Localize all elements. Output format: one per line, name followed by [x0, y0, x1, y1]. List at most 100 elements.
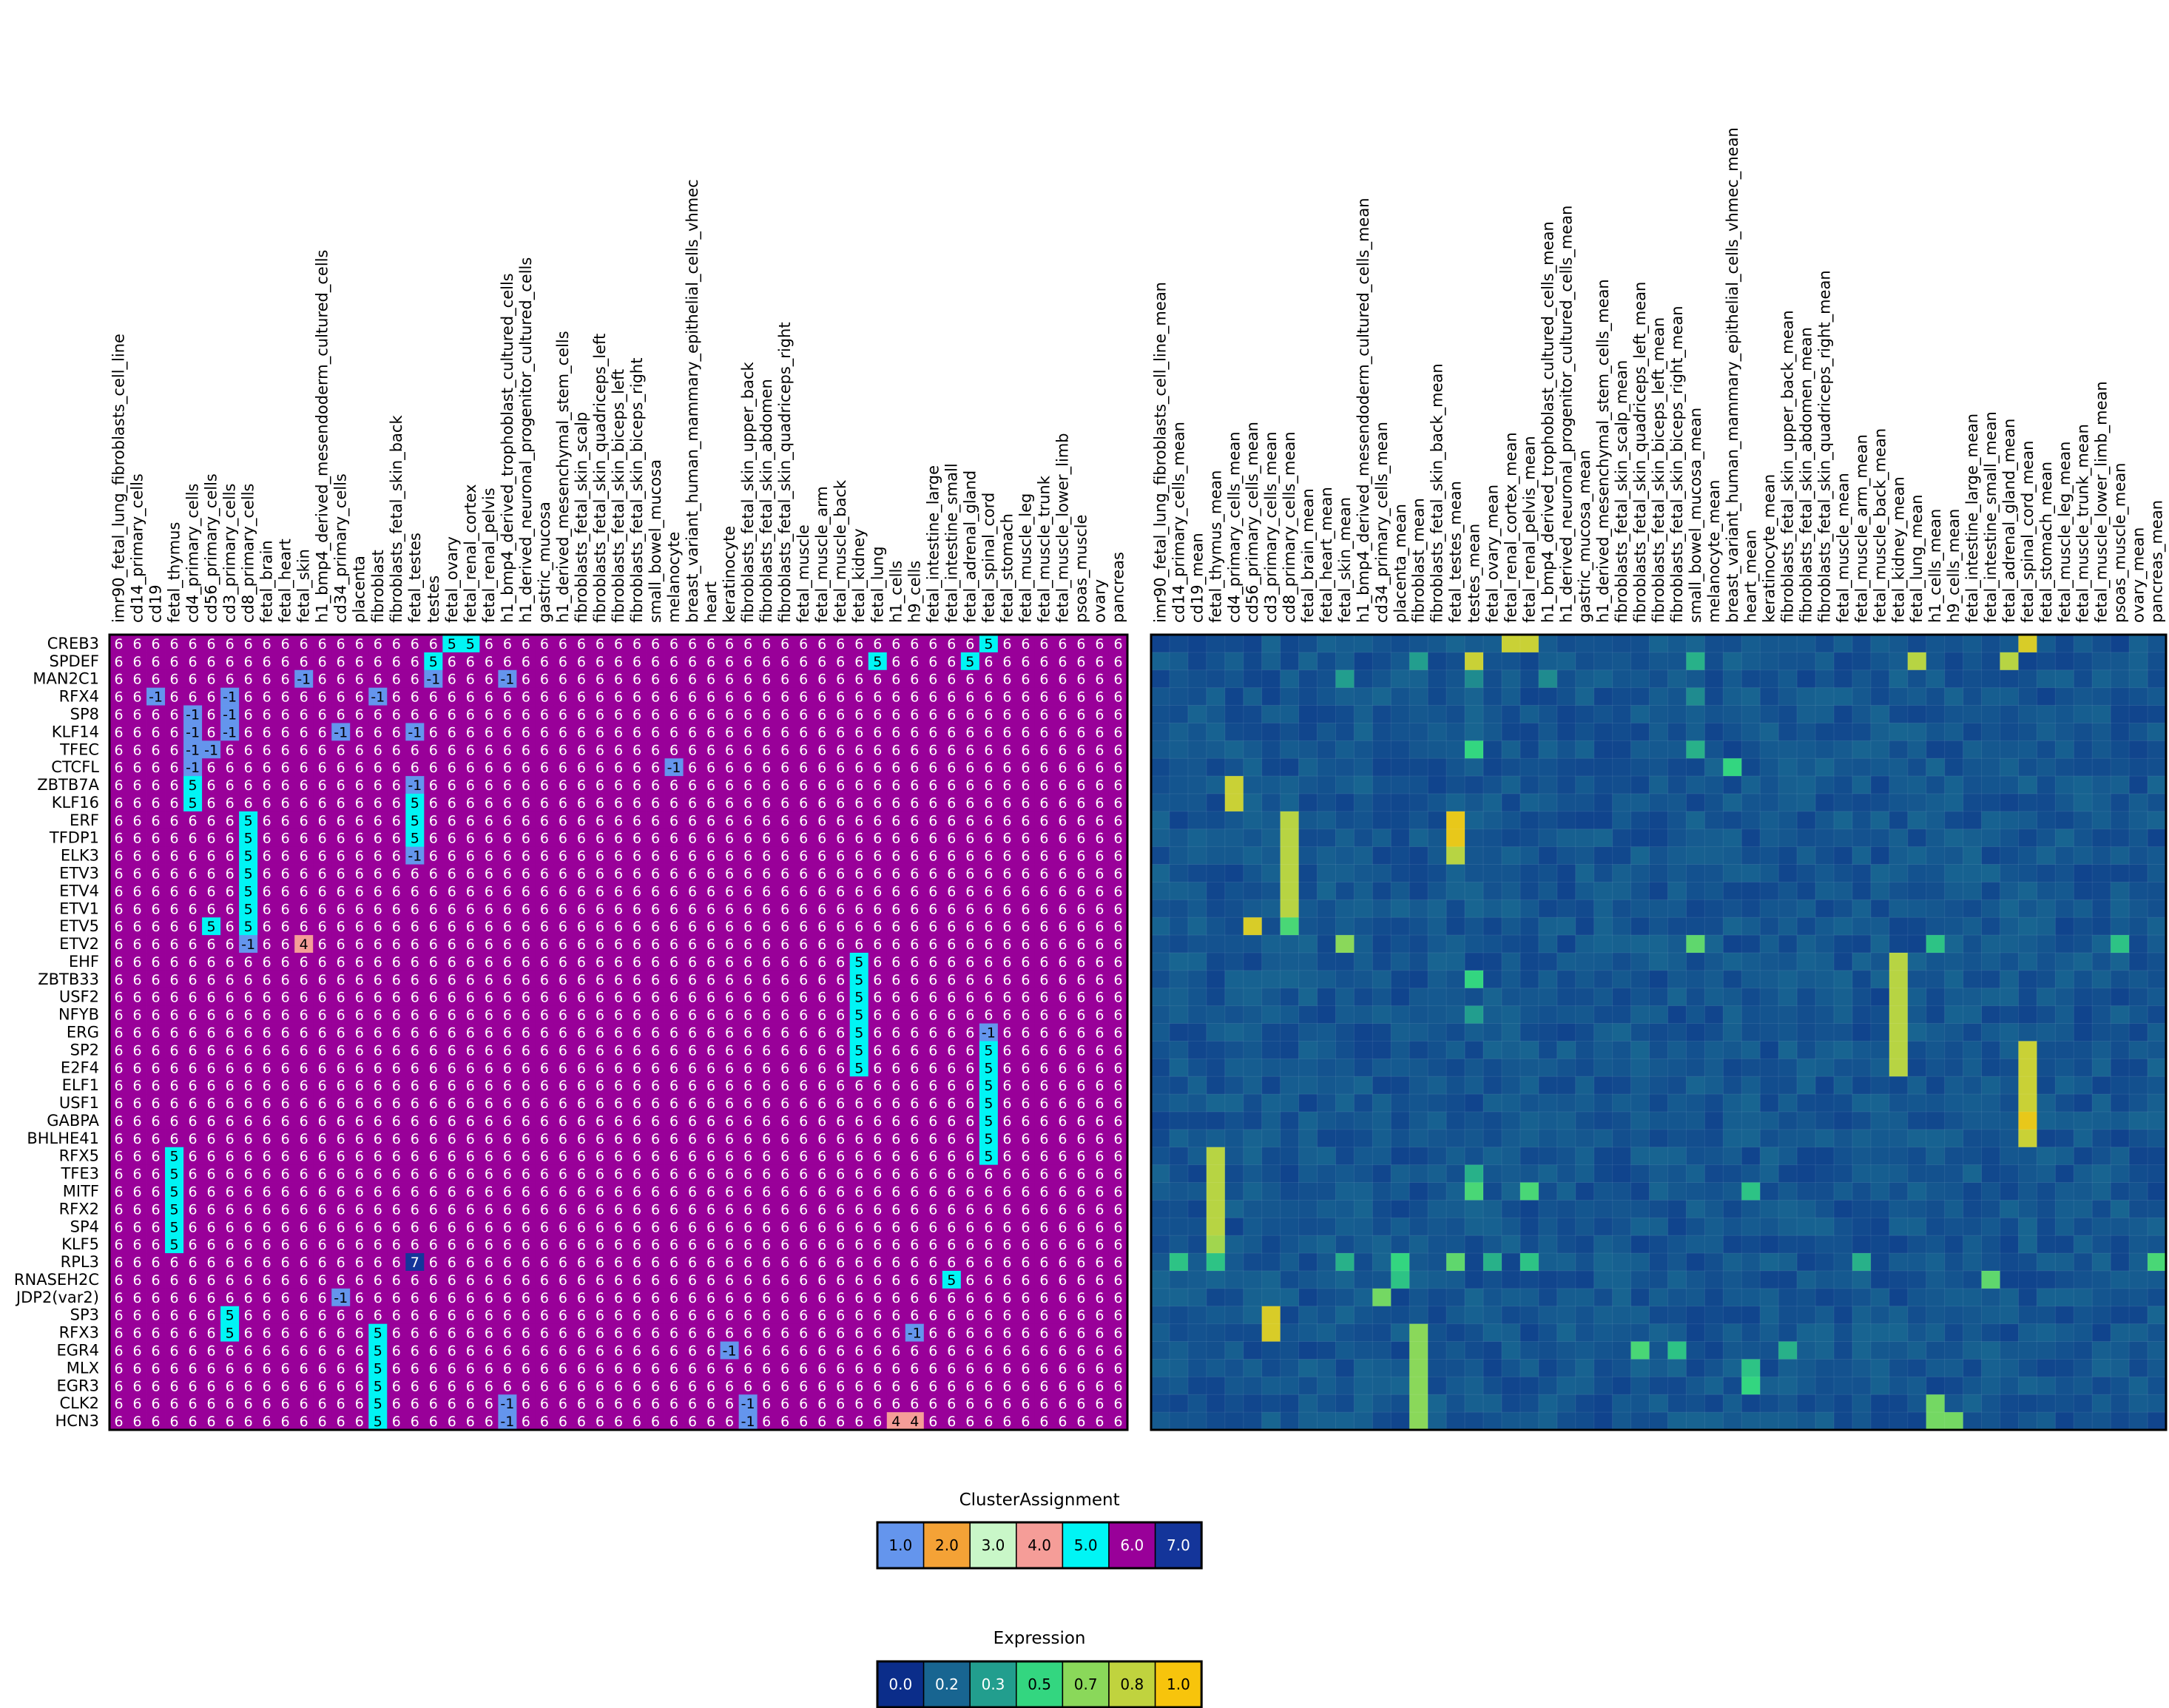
cluster-cell-value: 5 — [189, 795, 198, 811]
cluster-cell-value: 6 — [725, 1025, 734, 1042]
cluster-cell-value: 6 — [836, 1360, 845, 1377]
cluster-cell-value: 6 — [596, 919, 604, 935]
cluster-cell-value: 6 — [965, 672, 974, 688]
cluster-cell-value: 6 — [799, 883, 808, 899]
cluster-cell-value: 6 — [429, 1131, 438, 1147]
cluster-cell-value: 6 — [355, 1396, 364, 1412]
cluster-cell-value: 6 — [170, 795, 179, 811]
cluster-cell-value: 6 — [226, 1219, 235, 1235]
cluster-cell-value: 6 — [318, 1201, 327, 1218]
cluster-cell-value: 6 — [577, 1219, 586, 1235]
cluster-cell-value: 6 — [1002, 1308, 1011, 1324]
cluster-cell-value: 6 — [1058, 813, 1067, 829]
cluster-cell-value: 6 — [392, 1219, 401, 1235]
cluster-cell-value: 6 — [1113, 848, 1122, 865]
cluster-cell-value: 6 — [226, 1060, 235, 1076]
cluster-cell-value: 6 — [1039, 1308, 1048, 1324]
cluster-cell-value: 6 — [965, 1255, 974, 1271]
cluster-cell-value: 6 — [226, 1149, 235, 1165]
cluster-cell-value: 6 — [669, 1308, 678, 1324]
cluster-cell-value: 6 — [1039, 654, 1048, 670]
cluster-cell-value: 6 — [1113, 1237, 1122, 1253]
cluster-cell-value: 6 — [725, 1113, 734, 1130]
cluster-cell-value: 6 — [355, 1201, 364, 1218]
cluster-cell-value: 6 — [337, 1113, 345, 1130]
cluster-cell-value: 6 — [151, 636, 160, 652]
cluster-cell-value: 6 — [540, 1219, 549, 1235]
row-label: ETV4 — [59, 882, 99, 899]
cluster-cell-value: 6 — [910, 1184, 919, 1201]
cluster-cell-value: 6 — [928, 1042, 937, 1059]
cluster-cell-value: 6 — [170, 990, 179, 1006]
cluster-cell-value: 6 — [762, 1167, 771, 1183]
cluster-cell-value: 6 — [132, 848, 141, 865]
cluster-cell-value: 6 — [706, 724, 715, 740]
cluster-cell-value: 6 — [374, 1096, 382, 1112]
cluster-cell-value: 6 — [337, 1184, 345, 1201]
cluster-cell-value: 6 — [374, 1131, 382, 1147]
cluster-cell-value: 6 — [706, 972, 715, 988]
cluster-cell-value: 6 — [132, 1201, 141, 1218]
cluster-cell-value: 6 — [466, 724, 475, 740]
row-label: RFX4 — [59, 688, 99, 706]
cluster-cell-value: 6 — [614, 1396, 623, 1412]
cluster-cell-value: 6 — [799, 654, 808, 670]
cluster-cell-value: 6 — [1058, 1149, 1067, 1165]
cluster-cell-value: 6 — [873, 1007, 882, 1024]
cluster-cell-value: 6 — [429, 901, 438, 917]
cluster-cell-value: 6 — [577, 1378, 586, 1394]
cluster-cell — [516, 635, 536, 653]
cluster-cell-value: 6 — [780, 954, 789, 971]
cluster-cell-value: 6 — [947, 1113, 956, 1130]
cluster-cell-value: 6 — [392, 1184, 401, 1201]
cluster-cell-value: 6 — [577, 1096, 586, 1112]
cluster-cell-value: 6 — [614, 1060, 623, 1076]
column-label: cd8_primary_cells_mean — [1281, 431, 1299, 623]
cluster-cell-value: 6 — [392, 1201, 401, 1218]
cluster-cell-value: 6 — [170, 707, 179, 723]
cluster-cell-value: 6 — [355, 672, 364, 688]
cluster-cell-value: 6 — [577, 1201, 586, 1218]
cluster-cell-value: 6 — [392, 1167, 401, 1183]
cluster-cell-value: 6 — [633, 1042, 641, 1059]
cluster-cell-value: 6 — [762, 1113, 771, 1130]
cluster-cell-value: 6 — [947, 724, 956, 740]
cluster-cell-value: 6 — [725, 1042, 734, 1059]
cluster-cell-value: 6 — [559, 954, 567, 971]
cluster-cell-value: 6 — [337, 901, 345, 917]
cluster-cell-value: 6 — [743, 901, 752, 917]
cluster-cell-value: 6 — [374, 1290, 382, 1306]
cluster-cell-value: 6 — [780, 654, 789, 670]
cluster-cell-value: 6 — [651, 1131, 660, 1147]
cluster-cell-value: 6 — [485, 1131, 493, 1147]
cluster-cell-value: 6 — [873, 1184, 882, 1201]
cluster-cell-value: 6 — [411, 1131, 419, 1147]
cluster-cell — [257, 635, 277, 653]
cluster-cell-value: 6 — [392, 1396, 401, 1412]
cluster-cell-value: 6 — [522, 1396, 530, 1412]
cluster-cell-value: 6 — [1021, 777, 1030, 794]
cluster-cell-value: 6 — [725, 1272, 734, 1289]
cluster-cell-value: 6 — [1002, 654, 1011, 670]
cluster-cell-value: 6 — [817, 901, 826, 917]
column-label: fibroblasts_fetal_skin_biceps_right_mean — [1668, 306, 1687, 623]
cluster-cell-value: 6 — [928, 742, 937, 758]
cluster-cell-value: 6 — [947, 954, 956, 971]
cluster-cell-value: 6 — [836, 972, 845, 988]
cluster-cell-value: 6 — [688, 1007, 697, 1024]
cluster-cell-value: 6 — [743, 866, 752, 882]
cluster-cell-value: 6 — [1076, 689, 1085, 706]
cluster-cell-value: -1 — [371, 689, 385, 706]
cluster-cell-value: 6 — [928, 1290, 937, 1306]
cluster-cell-value: 6 — [633, 954, 641, 971]
cluster-cell-value: 6 — [374, 1007, 382, 1024]
cluster-cell-value: 6 — [374, 1255, 382, 1271]
cluster-cell-value: 6 — [114, 1025, 123, 1042]
cluster-cell-value: 6 — [151, 1201, 160, 1218]
cluster-cell-value: 6 — [873, 1308, 882, 1324]
cluster-cell-value: 6 — [1076, 1290, 1085, 1306]
cluster-cell-value: 6 — [411, 1025, 419, 1042]
cluster-cell-value: 6 — [559, 1378, 567, 1394]
cluster-cell-value: 6 — [429, 724, 438, 740]
row-label: TFDP1 — [49, 829, 99, 847]
